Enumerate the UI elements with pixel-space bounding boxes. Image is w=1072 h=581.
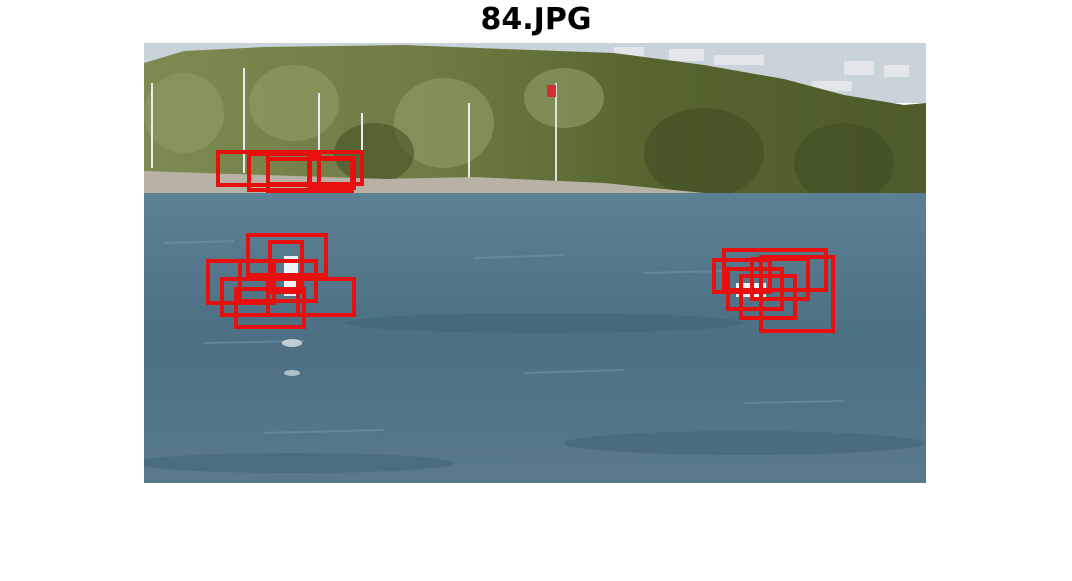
detection-box [726, 267, 784, 311]
distant-buildings [614, 47, 909, 91]
detection-box [246, 233, 328, 277]
detection-box [268, 240, 304, 294]
detection-box [220, 277, 300, 317]
photo-canvas [144, 43, 926, 483]
figure-title: 84.JPG [480, 2, 592, 37]
detection-box [759, 255, 835, 333]
detection-box [722, 248, 828, 292]
lake-photo [144, 43, 926, 483]
detection-boxes [206, 150, 835, 333]
water-dark-bands [144, 313, 924, 473]
flag [547, 85, 556, 97]
detection-box [266, 277, 356, 317]
detection-box [307, 156, 356, 190]
